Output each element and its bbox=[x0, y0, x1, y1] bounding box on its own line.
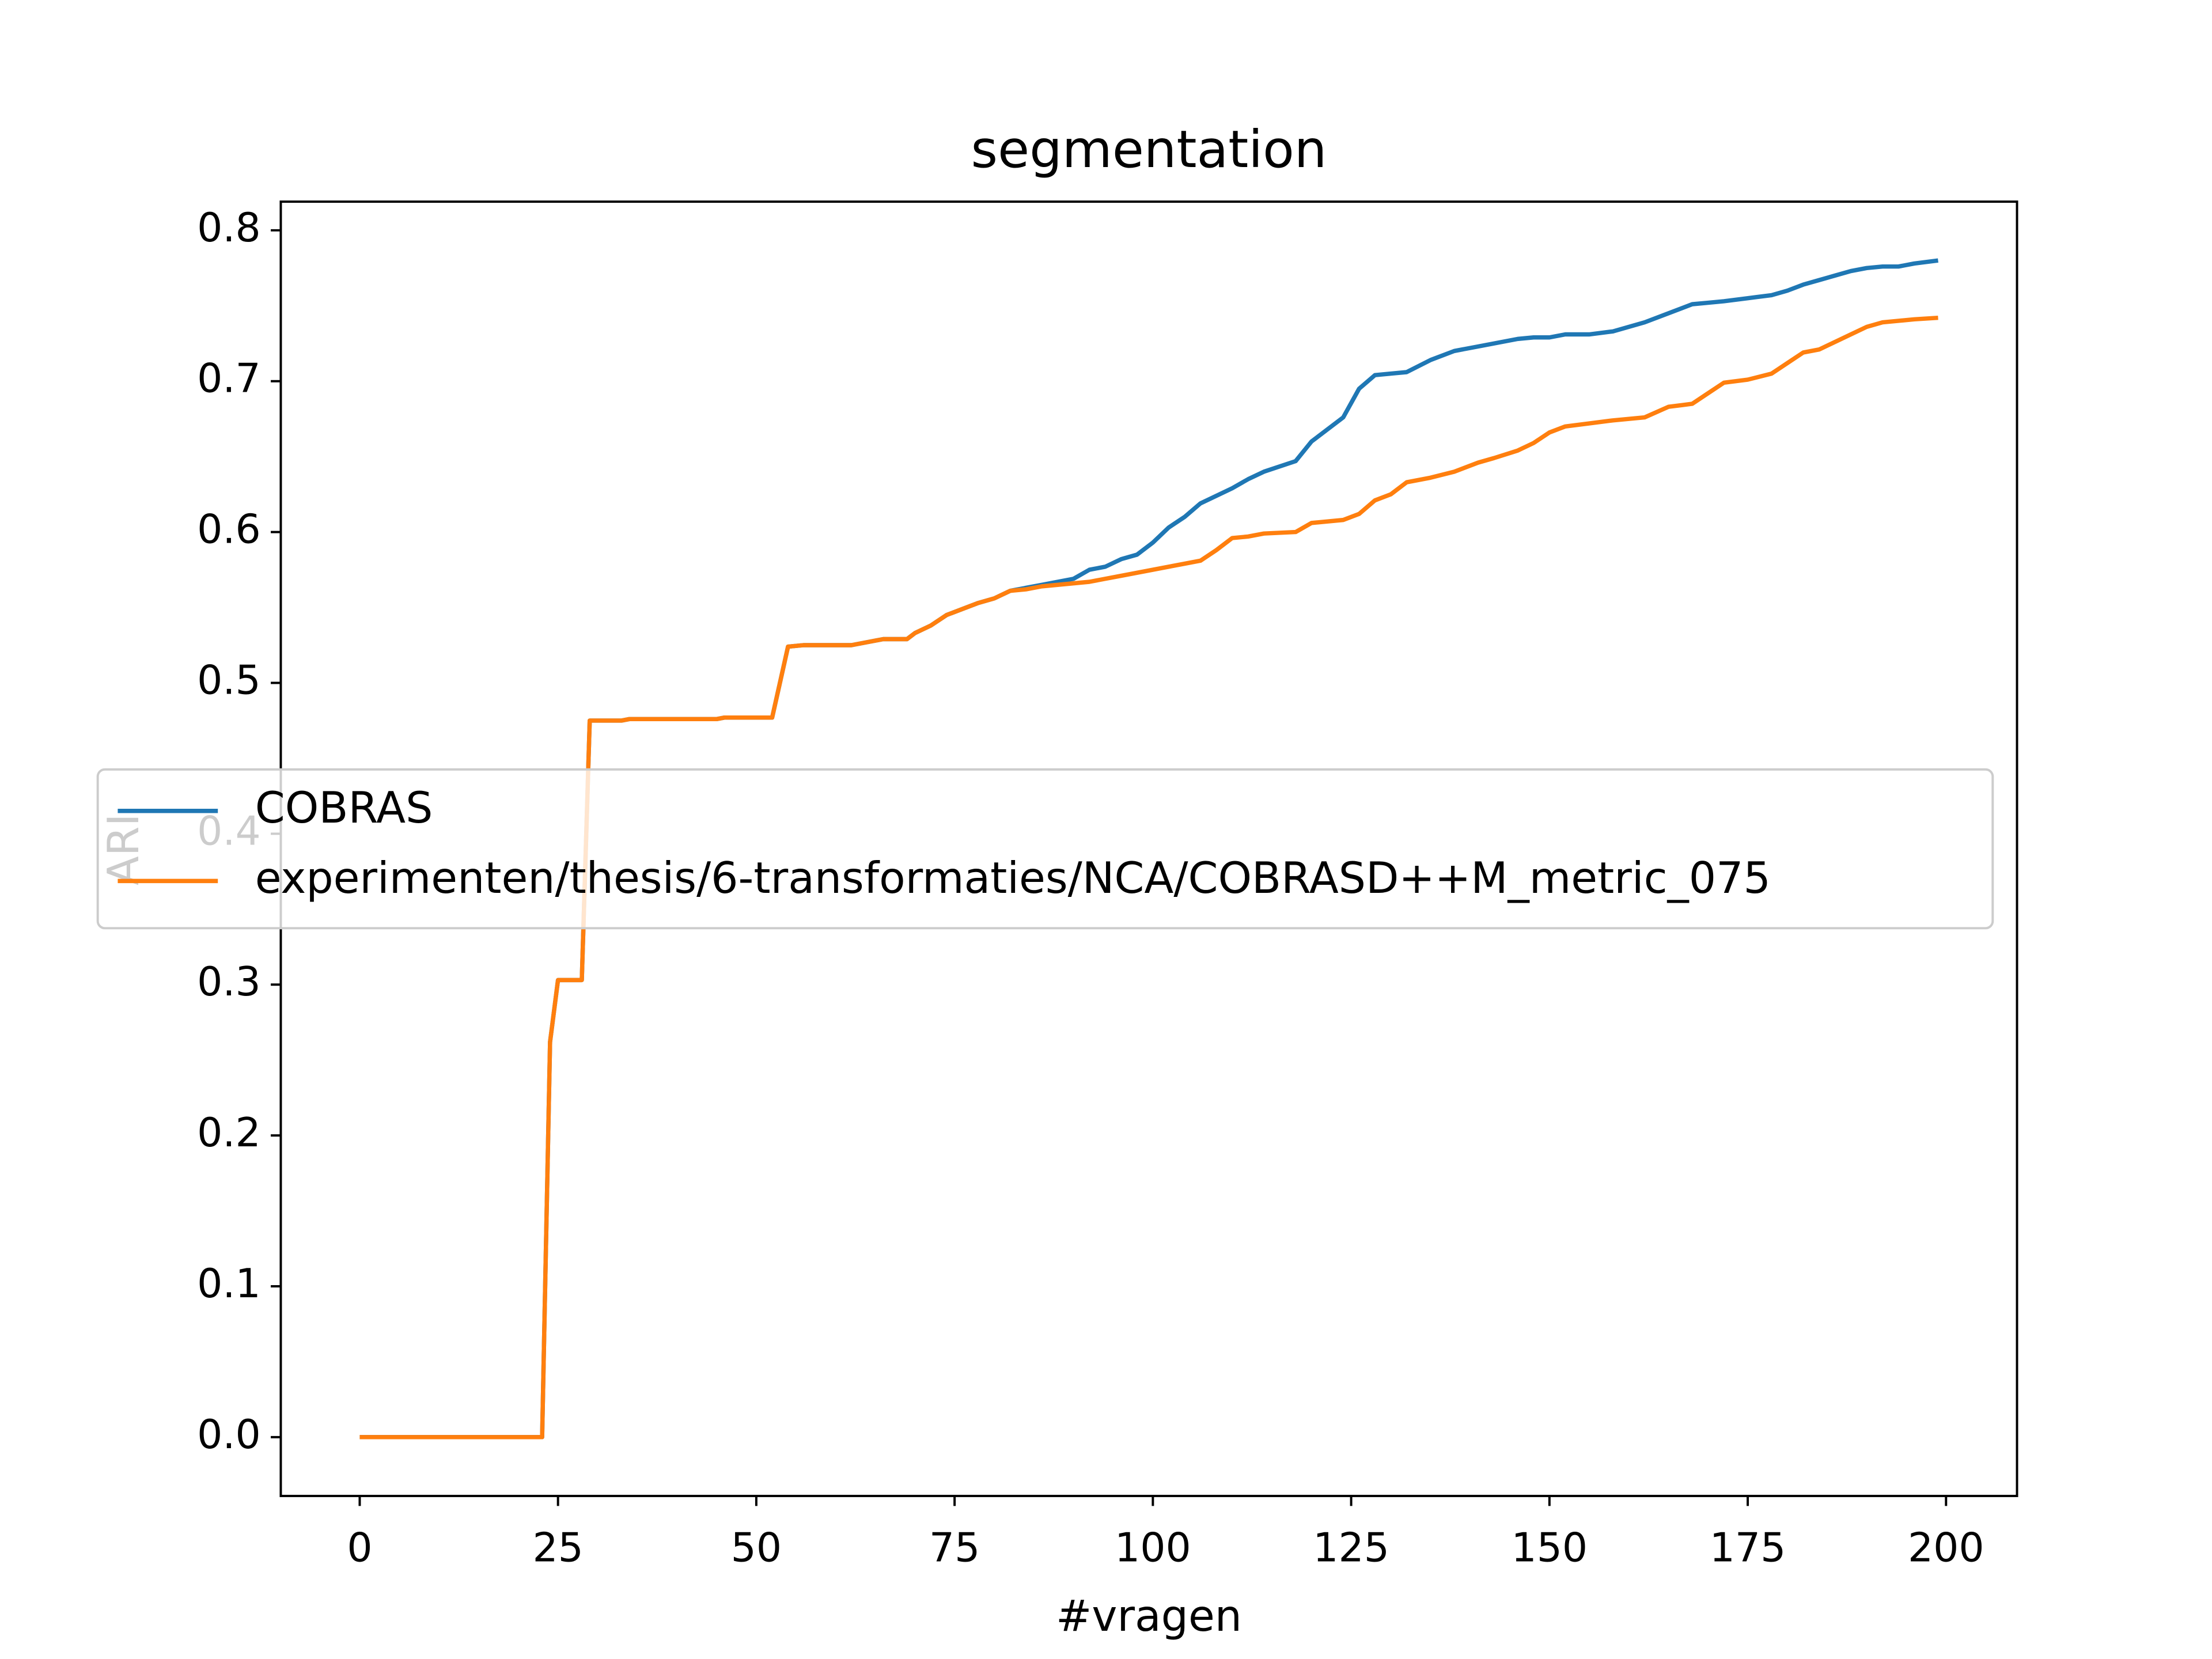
x-tick-label: 150 bbox=[1511, 1524, 1588, 1571]
y-tick-label: 0.7 bbox=[197, 355, 261, 402]
y-tick-label: 0.1 bbox=[197, 1260, 261, 1307]
y-tick-label: 0.6 bbox=[197, 506, 261, 553]
y-tick-label: 0.0 bbox=[197, 1411, 261, 1458]
legend-label: experimenten/thesis/6-transformaties/NCA… bbox=[255, 853, 1771, 903]
legend-label: COBRAS bbox=[255, 783, 433, 833]
x-tick-label: 50 bbox=[731, 1524, 782, 1571]
x-tick-label: 200 bbox=[1908, 1524, 1984, 1571]
x-tick-label: 0 bbox=[347, 1524, 372, 1571]
x-tick-label: 175 bbox=[1710, 1524, 1786, 1571]
y-tick-label: 0.5 bbox=[197, 657, 261, 703]
y-tick-label: 0.3 bbox=[197, 959, 261, 1005]
series-line bbox=[359, 316, 1938, 1440]
y-tick-label: 0.8 bbox=[197, 204, 261, 251]
x-tick-label: 25 bbox=[532, 1524, 583, 1571]
x-axis-label: #vragen bbox=[1056, 1591, 1242, 1641]
x-tick-label: 75 bbox=[929, 1524, 980, 1571]
x-tick-label: 125 bbox=[1313, 1524, 1389, 1571]
chart-title: segmentation bbox=[971, 120, 1327, 180]
y-tick-label: 0.2 bbox=[197, 1109, 261, 1156]
legend-box bbox=[96, 768, 1994, 930]
x-tick-label: 100 bbox=[1115, 1524, 1191, 1571]
